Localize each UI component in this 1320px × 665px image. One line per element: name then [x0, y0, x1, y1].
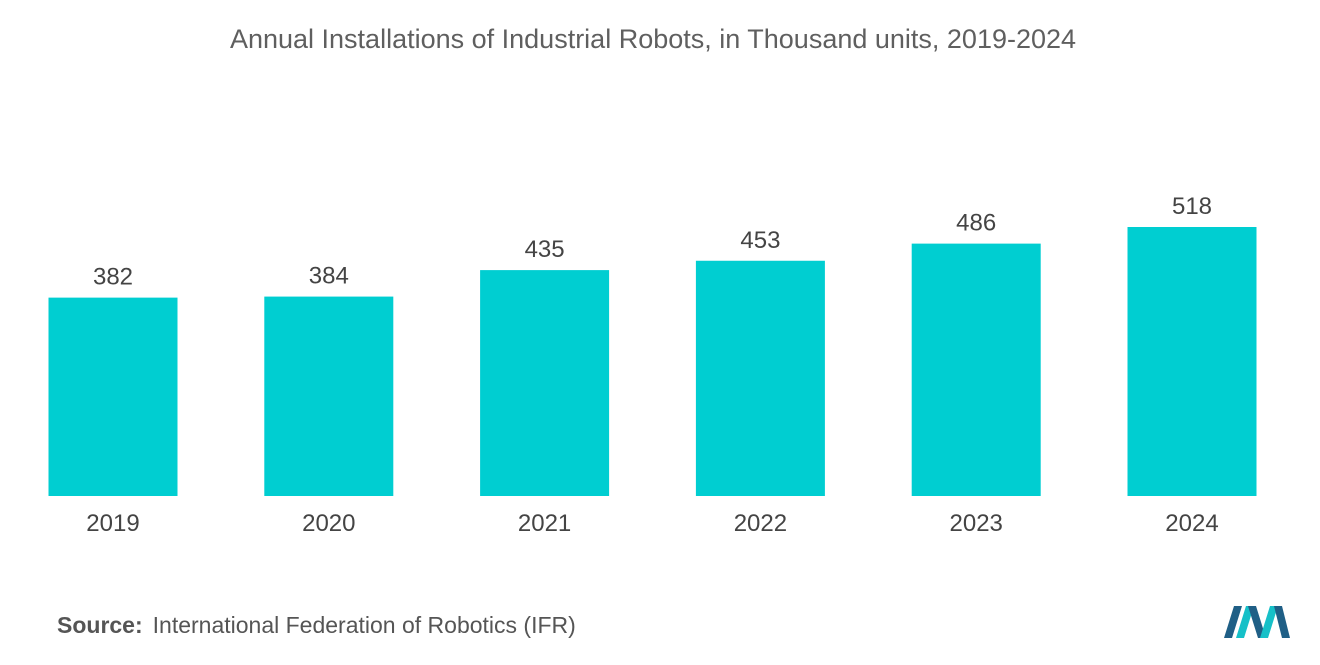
x-tick-2020: 2020 — [302, 510, 355, 537]
source-text: International Federation of Robotics (IF… — [152, 612, 576, 638]
bar-2024 — [1127, 227, 1257, 496]
bar-chart: 382 2019 384 2020 435 2021 453 2022 486 2023 518 20… — [48, 193, 1257, 537]
chart-title: Annual Installations of Industrial Robot… — [229, 24, 1077, 54]
x-tick-2021: 2021 — [518, 510, 571, 537]
bar-2020 — [264, 296, 394, 496]
bar-2023 — [911, 243, 1041, 496]
x-tick-2023: 2023 — [950, 510, 1003, 537]
bar-2021 — [480, 270, 610, 496]
bar-2019 — [48, 297, 178, 496]
x-tick-2024: 2024 — [1165, 510, 1218, 537]
mordor-logo-icon — [1224, 606, 1290, 638]
x-tick-2019: 2019 — [86, 510, 139, 537]
x-tick-2022: 2022 — [734, 510, 787, 537]
data-label-2020: 384 — [309, 263, 349, 290]
data-label-2022: 453 — [740, 227, 780, 254]
source-label: Source: — [57, 612, 143, 638]
bar-2022 — [695, 260, 825, 496]
data-label-2023: 486 — [956, 210, 996, 237]
data-label-2019: 382 — [93, 264, 133, 291]
source-line: Source: International Federation of Robot… — [57, 612, 576, 639]
data-label-2021: 435 — [525, 236, 565, 263]
data-label-2024: 518 — [1172, 193, 1212, 220]
